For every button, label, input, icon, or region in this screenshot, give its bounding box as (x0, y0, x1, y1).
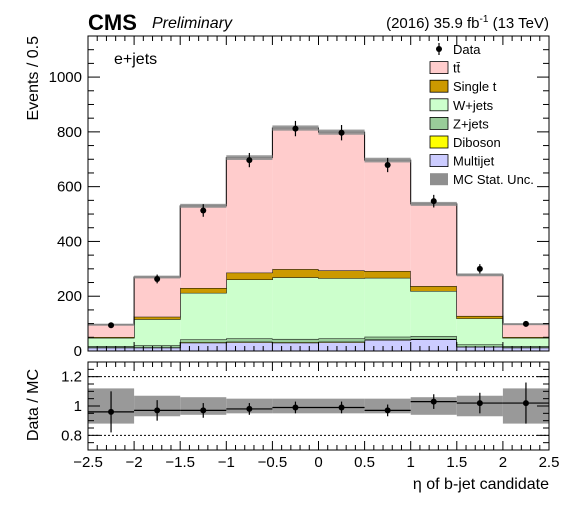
cms-label: CMS (88, 10, 137, 35)
x-tick-label: −1.5 (165, 454, 195, 471)
legend-label-unc: MC Stat. Unc. (453, 172, 534, 187)
ratio-y-tick-label: 0.8 (61, 427, 82, 444)
bar-multijet-6 (365, 340, 411, 351)
main-ylabel: Events / 0.5 (25, 36, 42, 121)
bar-single-t-5 (319, 270, 365, 278)
legend: Data tt̄ Single t W+jets Z+jets Diboson Multij… (430, 42, 534, 187)
ratio-point-0 (108, 409, 114, 415)
legend-label: Single t (453, 79, 497, 94)
bar-w-jets-2 (180, 293, 226, 340)
x-tick-label: −0.5 (258, 454, 288, 471)
x-axis-label: η of b-jet candidate (413, 476, 549, 493)
ratio-point-9 (523, 400, 529, 406)
x-tick-label: 0 (314, 454, 322, 471)
bar-t-bar-t--8 (457, 275, 503, 316)
bar-w-jets-9 (503, 338, 549, 346)
legend-data-marker (436, 46, 442, 52)
bar-multijet-3 (226, 342, 272, 351)
lumi-label: (2016) 35.9 fb-1 (13 TeV) (386, 14, 549, 32)
x-tick-label: 1 (407, 454, 415, 471)
ratio-point-2 (200, 407, 206, 413)
main-y-tick-label: 1000 (49, 69, 82, 86)
ratio-point-3 (246, 406, 252, 412)
ratio-ylabel: Data / MC (25, 369, 42, 441)
bar-w-jets-4 (272, 277, 318, 339)
bar-t-bar-t--4 (272, 128, 318, 269)
bar-t-bar-t--2 (180, 206, 226, 288)
data-point-3 (246, 157, 252, 163)
ratio-point-5 (339, 404, 345, 410)
bar-single-t-7 (411, 286, 457, 291)
preliminary-label: Preliminary (152, 15, 233, 32)
ratio-panel (88, 377, 549, 436)
x-tick-label: −2 (126, 454, 143, 471)
legend-swatch (430, 80, 448, 92)
legend-swatch (430, 99, 448, 111)
data-point-6 (385, 162, 391, 168)
bar-single-t-2 (180, 288, 226, 293)
bar-w-jets-3 (226, 280, 272, 339)
bar-multijet-2 (180, 343, 226, 351)
data-point-7 (431, 198, 437, 204)
ratio-point-7 (431, 399, 437, 405)
legend-label: Z+jets (453, 116, 489, 131)
bar-multijet-8 (457, 347, 503, 351)
bar-w-jets-1 (134, 319, 180, 345)
main-y-tick-label: 800 (57, 124, 82, 141)
data-point-2 (200, 207, 206, 213)
x-tick-label: 2 (499, 454, 507, 471)
data-point-5 (339, 130, 345, 136)
bar-t-bar-t--5 (319, 132, 365, 270)
bar-w-jets-6 (365, 278, 411, 337)
x-tick-label: 2.5 (539, 454, 560, 471)
ratio-point-8 (477, 400, 483, 406)
bar-w-jets-7 (411, 291, 457, 336)
legend-label: tt̄ (453, 61, 461, 76)
legend-data-label: Data (453, 42, 481, 57)
legend-swatch-unc (430, 173, 448, 185)
bar-w-jets-5 (319, 278, 365, 338)
legend-swatch (430, 136, 448, 148)
ratio-point-4 (292, 404, 298, 410)
bar-single-t-4 (272, 269, 318, 277)
legend-label: Multijet (453, 154, 495, 169)
legend-label: W+jets (453, 98, 494, 113)
ratio-point-6 (385, 407, 391, 413)
x-tick-label: 1.5 (446, 454, 467, 471)
bar-single-t-3 (226, 273, 272, 280)
bar-w-jets-0 (88, 338, 134, 346)
ratio-y-tick-label: 1 (74, 398, 82, 415)
bar-t-bar-t--6 (365, 160, 411, 271)
data-point-4 (292, 126, 298, 132)
bar-single-t-6 (365, 271, 411, 278)
main-y-tick-label: 400 (57, 233, 82, 250)
bar-t-bar-t--7 (411, 204, 457, 286)
x-tick-label: 0.5 (354, 454, 375, 471)
data-point-9 (523, 321, 529, 327)
data-point-8 (477, 266, 483, 272)
legend-swatch (430, 155, 448, 167)
bar-t-bar-t--3 (226, 158, 272, 273)
bar-multijet-7 (411, 339, 457, 351)
main-y-tick-label: 200 (57, 288, 82, 305)
legend-label: Diboson (453, 135, 501, 150)
channel-label: e+jets (114, 51, 157, 68)
bar-w-jets-8 (457, 318, 503, 344)
ratio-point-1 (154, 407, 160, 413)
data-point-0 (108, 322, 114, 328)
main-y-tick-label: 600 (57, 179, 82, 196)
x-tick-label: −2.5 (73, 454, 103, 471)
data-point-1 (154, 276, 160, 282)
legend-swatch (430, 62, 448, 74)
ratio-y-tick-label: 1.2 (61, 369, 82, 386)
bar-multijet-4 (272, 343, 318, 351)
x-tick-label: −1 (218, 454, 235, 471)
bar-multijet-5 (319, 342, 365, 351)
legend-swatch (430, 117, 448, 129)
mc-unc-bin-8 (457, 273, 503, 276)
main-y-tick-label: 0 (74, 343, 82, 360)
